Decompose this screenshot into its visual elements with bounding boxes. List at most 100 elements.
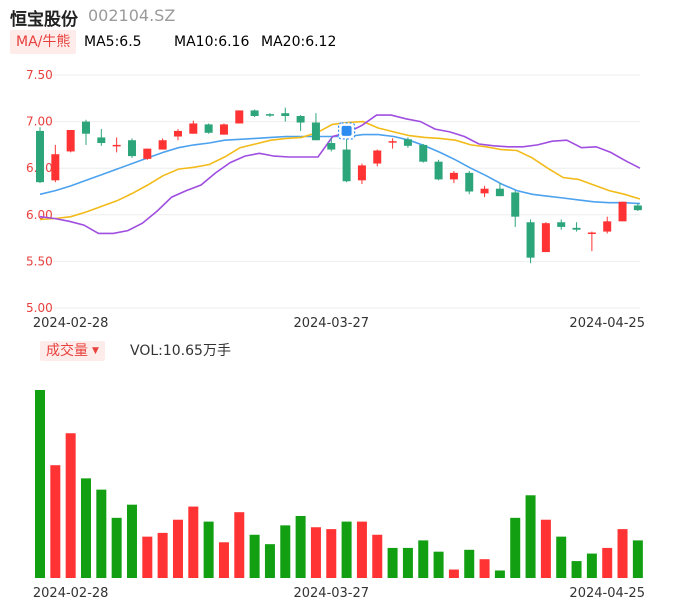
volume-bar[interactable] bbox=[341, 521, 352, 578]
candle[interactable] bbox=[511, 190, 520, 227]
candle[interactable] bbox=[81, 119, 90, 145]
volume-bars[interactable] bbox=[35, 390, 643, 578]
candle[interactable] bbox=[158, 138, 167, 150]
volume-bar[interactable] bbox=[310, 527, 321, 578]
volume-bar[interactable] bbox=[372, 534, 383, 578]
volume-bar[interactable] bbox=[402, 547, 413, 578]
volume-bar[interactable] bbox=[510, 517, 521, 578]
ma-indicator-switch[interactable]: MA/牛熊 bbox=[10, 30, 77, 54]
candle-body bbox=[388, 141, 397, 143]
candle[interactable] bbox=[541, 222, 550, 253]
candle[interactable] bbox=[603, 216, 612, 234]
candle[interactable] bbox=[66, 129, 75, 153]
volume-bar[interactable] bbox=[586, 553, 597, 578]
event-marker[interactable] bbox=[338, 122, 356, 140]
volume-bar[interactable] bbox=[218, 542, 229, 578]
candle-body bbox=[219, 124, 228, 135]
candle-body bbox=[541, 223, 550, 253]
candle-body bbox=[403, 139, 412, 146]
volume-bar[interactable] bbox=[448, 569, 459, 578]
volume-bar[interactable] bbox=[326, 529, 337, 578]
volume-bar[interactable] bbox=[602, 547, 613, 578]
candle[interactable] bbox=[127, 138, 136, 158]
candle[interactable] bbox=[235, 110, 244, 124]
volume-indicator-switch[interactable]: 成交量 ▼ bbox=[40, 341, 105, 361]
candle[interactable] bbox=[342, 134, 351, 183]
candle[interactable] bbox=[633, 203, 642, 212]
candle[interactable] bbox=[357, 163, 366, 185]
candle[interactable] bbox=[265, 113, 274, 117]
candle-body bbox=[189, 123, 198, 134]
candle[interactable] bbox=[526, 219, 535, 264]
candle[interactable] bbox=[296, 115, 305, 131]
candlesticks[interactable] bbox=[36, 107, 642, 264]
volume-bar[interactable] bbox=[617, 529, 628, 578]
candle-body bbox=[36, 130, 44, 183]
volume-bar[interactable] bbox=[571, 561, 582, 578]
volume-bar[interactable] bbox=[249, 534, 260, 578]
volume-bar[interactable] bbox=[126, 504, 137, 578]
x-tick-label: 2024-02-28 bbox=[33, 586, 109, 601]
volume-bar[interactable] bbox=[280, 525, 291, 578]
candle[interactable] bbox=[388, 138, 397, 149]
volume-bar[interactable] bbox=[479, 559, 490, 578]
candle[interactable] bbox=[557, 219, 566, 230]
candle-body bbox=[557, 222, 566, 227]
price-grid bbox=[40, 74, 640, 309]
volume-bar[interactable] bbox=[35, 390, 45, 578]
volume-bar[interactable] bbox=[65, 433, 76, 578]
x-tick-label: 2024-04-25 bbox=[569, 586, 645, 601]
candle[interactable] bbox=[449, 170, 458, 184]
candle[interactable] bbox=[281, 107, 290, 122]
candle[interactable] bbox=[204, 123, 213, 134]
candle[interactable] bbox=[250, 109, 259, 117]
candle-body bbox=[342, 149, 351, 182]
candle[interactable] bbox=[587, 231, 596, 252]
volume-bar[interactable] bbox=[464, 549, 475, 578]
candle[interactable] bbox=[219, 123, 228, 135]
candle[interactable] bbox=[189, 120, 198, 134]
volume-bar[interactable] bbox=[556, 536, 567, 578]
candle[interactable] bbox=[373, 149, 382, 167]
volume-bar[interactable] bbox=[188, 506, 199, 578]
candle[interactable] bbox=[465, 170, 474, 195]
volume-bar[interactable] bbox=[234, 512, 245, 578]
candle[interactable] bbox=[36, 127, 44, 184]
volume-bar[interactable] bbox=[540, 519, 551, 578]
event-marker-icon[interactable] bbox=[341, 125, 352, 136]
volume-bar[interactable] bbox=[264, 544, 275, 578]
candle[interactable] bbox=[173, 129, 182, 141]
candle[interactable] bbox=[327, 138, 336, 152]
volume-bar[interactable] bbox=[111, 517, 122, 578]
candle-body bbox=[434, 161, 443, 180]
candle[interactable] bbox=[495, 183, 504, 197]
candle[interactable] bbox=[403, 137, 412, 148]
candle[interactable] bbox=[311, 113, 320, 141]
volume-bar[interactable] bbox=[142, 536, 153, 578]
volume-bar[interactable] bbox=[172, 519, 183, 578]
candle[interactable] bbox=[143, 148, 152, 160]
volume-bar[interactable] bbox=[157, 532, 168, 578]
candle[interactable] bbox=[112, 137, 121, 153]
candle[interactable] bbox=[97, 129, 106, 146]
volume-bar[interactable] bbox=[50, 465, 61, 578]
candle-body bbox=[250, 110, 259, 117]
candle[interactable] bbox=[434, 159, 443, 181]
volume-bar[interactable] bbox=[387, 547, 398, 578]
candle[interactable] bbox=[480, 185, 489, 198]
volume-bar[interactable] bbox=[295, 515, 306, 578]
volume-bar[interactable] bbox=[418, 540, 429, 578]
candle[interactable] bbox=[51, 144, 60, 183]
volume-bar[interactable] bbox=[494, 570, 505, 578]
volume-bar[interactable] bbox=[203, 521, 214, 578]
volume-bar[interactable] bbox=[80, 478, 91, 578]
volume-bar[interactable] bbox=[632, 540, 643, 578]
candle[interactable] bbox=[618, 201, 627, 222]
candle[interactable] bbox=[419, 143, 428, 163]
volume-bar[interactable] bbox=[96, 489, 107, 578]
volume-bar[interactable] bbox=[525, 495, 536, 578]
volume-bar[interactable] bbox=[433, 551, 444, 578]
volume-bar[interactable] bbox=[356, 521, 367, 578]
candle[interactable] bbox=[572, 222, 581, 232]
